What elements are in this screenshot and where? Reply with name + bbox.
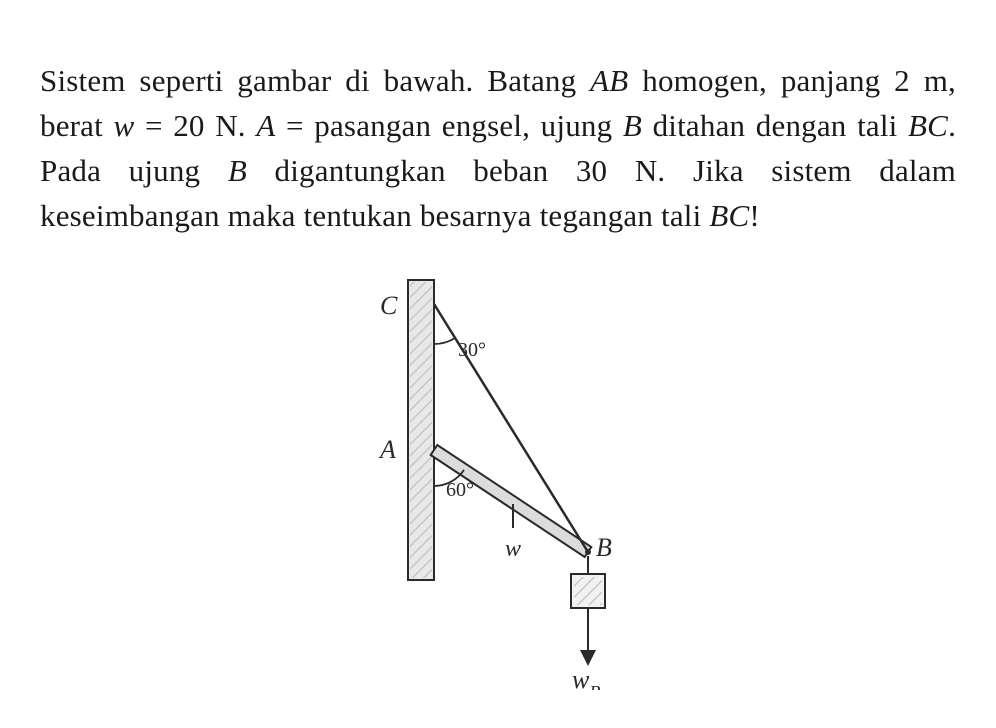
- t4: = pasangan engsel, ujung: [275, 108, 622, 143]
- sym-BC2: BC: [709, 198, 749, 233]
- t1: Sistem seperti gambar di bawah. Batang: [40, 63, 590, 98]
- t3: = 20 N.: [134, 108, 256, 143]
- svg-text:60°: 60°: [446, 479, 474, 501]
- sym-B: B: [623, 108, 642, 143]
- sym-BC: BC: [908, 108, 948, 143]
- problem-text: Sistem seperti gambar di bawah. Batang A…: [40, 59, 956, 239]
- t5: ditahan dengan tali: [642, 108, 908, 143]
- figure: 30° 60° w C A BwB: [40, 260, 956, 690]
- svg-text:A: A: [378, 435, 396, 464]
- svg-text:30°: 30°: [458, 339, 486, 361]
- sym-B2: B: [228, 153, 247, 188]
- svg-text:w: w: [505, 536, 521, 562]
- svg-text:wB: wB: [572, 665, 600, 690]
- physics-diagram: 30° 60° w C A BwB: [288, 260, 708, 690]
- sym-A: A: [256, 108, 275, 143]
- sym-w: w: [114, 108, 135, 143]
- sym-AB: AB: [590, 63, 628, 98]
- svg-text:C: C: [380, 291, 398, 320]
- svg-text:B: B: [596, 533, 612, 562]
- t8: !: [749, 198, 760, 233]
